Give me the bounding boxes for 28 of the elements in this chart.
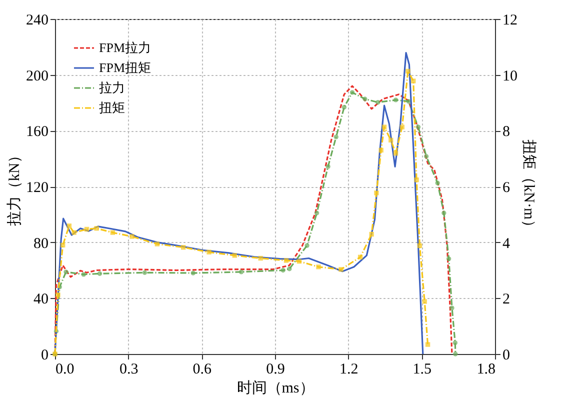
x-tick-label: 0.0 [56, 362, 74, 378]
x-tick-label: 0.9 [266, 362, 285, 378]
y2-tick-label: 0 [502, 348, 510, 364]
y2-tick-label: 12 [502, 12, 518, 28]
x-tick-label: 0.3 [119, 362, 138, 378]
y2-tick-label: 6 [502, 180, 510, 196]
y-axis-title: 拉力（kN） [6, 148, 23, 226]
legend-label: FPM拉力 [99, 40, 152, 55]
x-tick-label: 0.6 [192, 362, 212, 378]
y-tick-label: 120 [26, 180, 48, 196]
y2-tick-label: 8 [502, 124, 510, 140]
x-tick-label: 1.5 [412, 362, 432, 378]
y-tick-label: 200 [26, 68, 48, 84]
legend-label: 扭矩 [99, 100, 125, 115]
x-tick-label: 1.2 [339, 362, 358, 378]
legend-label: FPM扭矩 [99, 60, 152, 75]
y2-tick-label: 10 [502, 68, 518, 84]
y2-tick-label: 2 [502, 292, 510, 308]
y-tick-label: 0 [41, 348, 48, 364]
x-axis-title: 时间（ms） [236, 380, 314, 396]
legend-label: 拉力 [99, 80, 125, 95]
y2-tick-label: 4 [502, 236, 510, 252]
y-tick-label: 80 [34, 236, 48, 252]
y-tick-label: 160 [26, 124, 48, 140]
y-tick-label: 240 [26, 12, 48, 28]
y-tick-label: 40 [34, 292, 48, 308]
y2-axis-title: 扭矩（kN·m） [520, 140, 538, 234]
x-tick-label: 1.8 [476, 362, 496, 378]
